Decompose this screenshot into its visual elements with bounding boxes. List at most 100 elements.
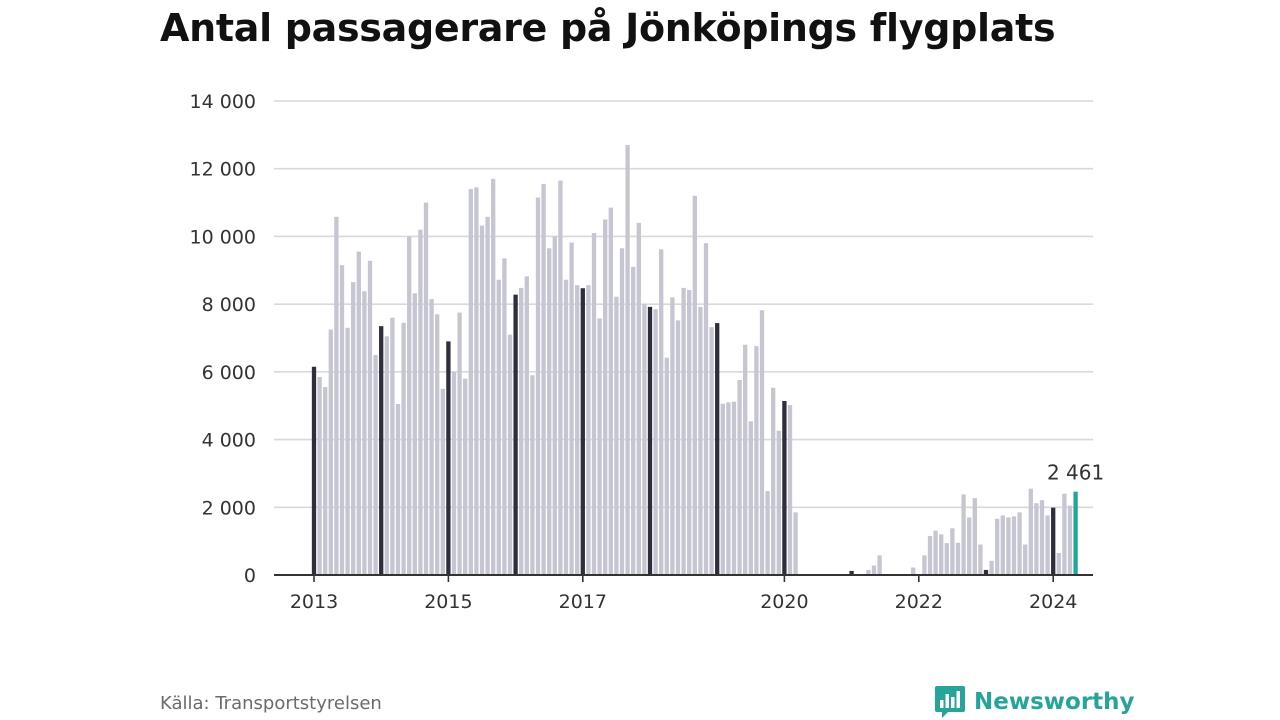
bar <box>698 306 703 575</box>
bar <box>681 287 686 575</box>
bar <box>1000 515 1005 575</box>
bar <box>440 388 445 575</box>
bar <box>726 402 731 575</box>
bar <box>334 216 339 576</box>
bar <box>625 145 630 575</box>
bar <box>491 178 496 575</box>
bar <box>703 243 709 575</box>
bar <box>771 387 776 575</box>
bar <box>983 569 989 575</box>
bar <box>939 534 944 575</box>
bar <box>435 314 440 575</box>
bar <box>608 207 613 575</box>
x-tick-label: 2015 <box>424 591 472 613</box>
bar <box>743 344 748 575</box>
y-tick-label: 12 000 <box>190 159 256 181</box>
bar <box>412 293 417 575</box>
bar <box>675 320 681 575</box>
bar <box>530 375 535 575</box>
bar <box>922 555 927 575</box>
bar <box>311 366 317 575</box>
bar <box>877 555 882 575</box>
bar <box>552 236 557 575</box>
latest-value-label: 2 461 <box>1047 461 1104 485</box>
bar <box>765 491 770 575</box>
bar <box>351 282 356 575</box>
y-tick-label: 2 000 <box>202 497 256 519</box>
bar <box>754 346 759 575</box>
bar <box>451 371 457 575</box>
bar <box>502 258 507 575</box>
bar <box>423 202 429 575</box>
source-text: Källa: Transportstyrelsen <box>160 693 382 714</box>
bar <box>636 222 641 575</box>
bar <box>1017 512 1022 575</box>
bar <box>776 430 781 575</box>
bar <box>1039 500 1045 575</box>
y-tick-label: 6 000 <box>202 362 256 384</box>
bar <box>731 401 737 575</box>
bar <box>418 229 423 575</box>
annotations: 2 461 <box>1047 461 1104 485</box>
bar <box>944 543 949 575</box>
bar <box>390 317 395 575</box>
bar <box>384 336 389 575</box>
bar <box>1067 505 1073 575</box>
y-tick-label: 0 <box>244 565 256 587</box>
bar <box>468 189 473 575</box>
bar <box>664 357 669 575</box>
bar <box>748 421 753 575</box>
bar <box>1006 517 1011 575</box>
bar <box>429 299 434 575</box>
bar <box>519 287 524 575</box>
x-tick-label: 2022 <box>895 591 943 613</box>
bar <box>367 260 373 575</box>
y-tick-label: 10 000 <box>190 226 256 248</box>
bar <box>379 326 384 575</box>
bar <box>955 542 961 575</box>
bar <box>597 318 602 575</box>
bar <box>541 183 546 575</box>
bar <box>793 512 798 575</box>
bars <box>311 145 1078 576</box>
bar <box>1051 507 1056 575</box>
bar <box>692 195 697 576</box>
bar <box>345 327 350 575</box>
bar <box>687 289 692 575</box>
bar <box>580 288 585 575</box>
bar <box>972 498 977 575</box>
bar <box>603 219 608 575</box>
bar <box>535 197 541 576</box>
bar <box>401 322 406 575</box>
x-tick-label: 2024 <box>1029 591 1077 613</box>
bar <box>356 251 361 575</box>
bar <box>1034 503 1039 575</box>
bar <box>524 276 529 575</box>
bar <box>787 405 793 575</box>
bar <box>631 266 636 575</box>
bar <box>614 296 619 575</box>
bar <box>709 327 714 575</box>
bar <box>1011 516 1017 575</box>
bar <box>496 279 501 575</box>
bar <box>1062 493 1067 575</box>
bar <box>563 279 569 575</box>
bar <box>1028 488 1033 575</box>
bar <box>373 354 378 575</box>
bar <box>446 341 451 575</box>
bar <box>619 248 625 575</box>
bar <box>670 297 675 575</box>
bar <box>989 560 994 575</box>
y-tick-label: 4 000 <box>202 430 256 452</box>
bar <box>933 530 938 575</box>
bar <box>911 567 916 575</box>
x-tick-label: 2017 <box>559 591 607 613</box>
bar <box>759 310 765 575</box>
x-tick-label: 2020 <box>760 591 808 613</box>
bar <box>715 323 720 575</box>
bar <box>1045 515 1050 575</box>
bar <box>575 285 580 575</box>
bar <box>927 536 933 575</box>
bar <box>995 518 1000 575</box>
y-tick-label: 14 000 <box>190 91 256 113</box>
